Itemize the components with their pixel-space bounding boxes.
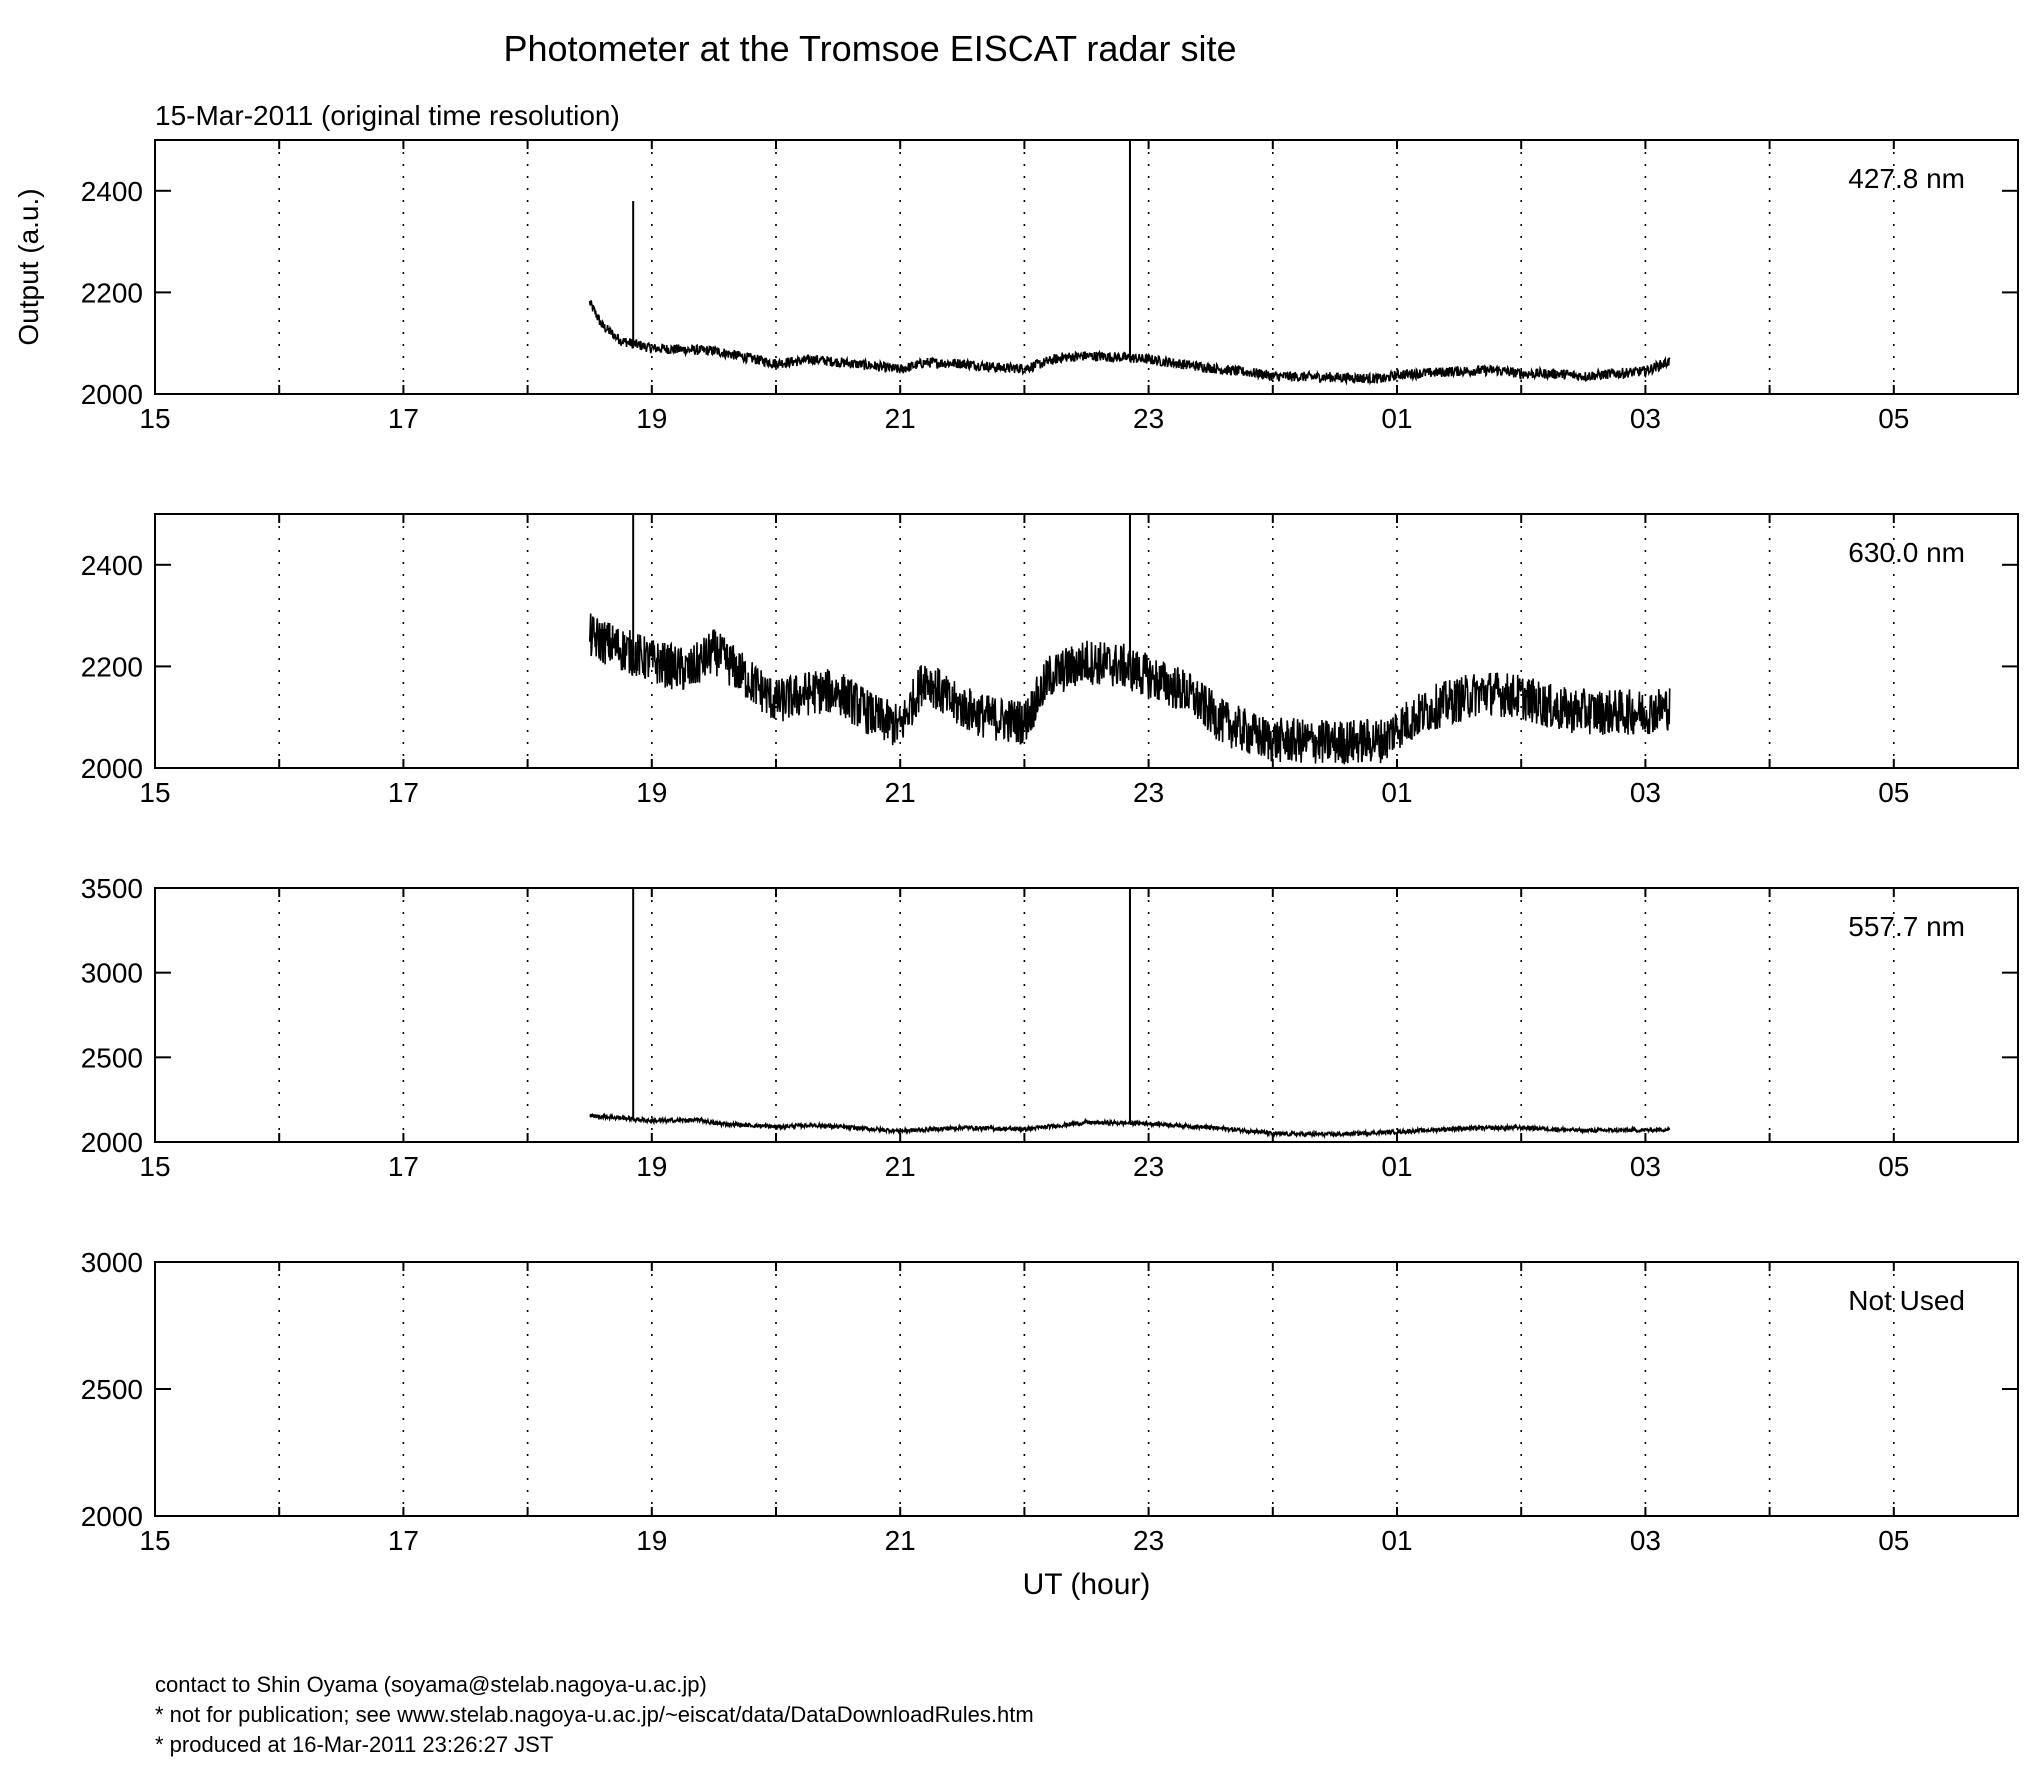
x-tick-label: 17 [388,403,419,434]
x-tick-label: 03 [1630,1525,1661,1556]
y-tick-label: 2400 [81,550,143,581]
x-tick-label: 15 [139,1151,170,1182]
panel-label: Not Used [1848,1285,1965,1316]
figure-title: Photometer at the Tromsoe EISCAT radar s… [504,28,1237,69]
panel-3: 15 17 19 21 23 01 03 05 2000 2500 3000 3500 557.7 nm [81,873,2019,1182]
footer-produced: * produced at 16-Mar-2011 23:26:27 JST [155,1732,554,1757]
x-tick-label: 15 [139,777,170,808]
x-tick-label: 19 [636,1151,667,1182]
x-tick-label: 01 [1381,777,1412,808]
x-tick-label: 17 [388,1151,419,1182]
y-tick-label: 2200 [81,651,143,682]
y-tick-label: 2500 [81,1374,143,1405]
axes-frame [154,513,2019,769]
x-tick-label: 05 [1878,777,1909,808]
x-tick-label: 19 [636,777,667,808]
axes-frame [154,139,2019,395]
x-tick-label: 17 [388,1525,419,1556]
x-tick-label: 03 [1630,1151,1661,1182]
panel-4: 15 17 19 21 23 01 03 05 2000 2500 3000 Not Used UT (… [81,1247,2019,1601]
axes-frame [154,1261,2019,1517]
y-tick-label: 2200 [81,277,143,308]
y-tick-label: 3500 [81,873,143,904]
figure-subtitle: 15-Mar-2011 (original time resolution) [155,100,620,131]
x-tick-label: 01 [1381,1525,1412,1556]
y-tick-label: 2000 [81,379,143,410]
x-tick-label: 05 [1878,1151,1909,1182]
x-tick-label: 23 [1133,1151,1164,1182]
x-tick-label: 19 [636,1525,667,1556]
x-tick-label: 05 [1878,1525,1909,1556]
x-tick-label: 23 [1133,403,1164,434]
y-tick-label: 2000 [81,1127,143,1158]
x-tick-label: 01 [1381,1151,1412,1182]
x-tick-label: 19 [636,403,667,434]
y-tick-label: 3000 [81,958,143,989]
x-tick-label: 03 [1630,777,1661,808]
data-series-line [588,300,1671,386]
x-tick-label: 23 [1133,1525,1164,1556]
panel-2: 15 17 19 21 23 01 03 05 2000 2200 2400 630.0 nm [81,513,2019,808]
x-tick-label: 05 [1878,403,1909,434]
y-tick-label: 2500 [81,1042,143,1073]
x-tick-label: 21 [885,403,916,434]
x-tick-label: 03 [1630,403,1661,434]
footer-contact: contact to Shin Oyama (soyama@stelab.nag… [155,1672,707,1697]
x-tick-label: 17 [388,777,419,808]
axes-frame [154,887,2019,1143]
footer-notes: contact to Shin Oyama (soyama@stelab.nag… [155,1670,1034,1760]
x-tick-label: 23 [1133,777,1164,808]
x-tick-label: 15 [139,1525,170,1556]
y-tick-label: 2400 [81,176,143,207]
x-tick-label: 21 [885,777,916,808]
x-tick-label: 15 [139,403,170,434]
y-tick-label: 3000 [81,1247,143,1278]
y-axis-label: Output (a.u.) [13,188,44,345]
x-tick-label: 21 [885,1151,916,1182]
panel-label: 630.0 nm [1848,537,1965,568]
panel-1: 15 17 19 21 23 01 03 05 2000 2200 2400 427.8 nm Outp… [13,139,2019,434]
panel-label: 427.8 nm [1848,163,1965,194]
panel-label: 557.7 nm [1848,911,1965,942]
x-tick-label: 21 [885,1525,916,1556]
y-tick-label: 2000 [81,1501,143,1532]
x-axis-label: UT (hour) [1023,1568,1151,1601]
x-tick-label: 01 [1381,403,1412,434]
panels-group: 15 17 19 21 23 01 03 05 2000 2200 2400 427.8 nm Outp… [13,139,2019,1601]
footer-notice: * not for publication; see www.stelab.na… [155,1702,1034,1727]
y-tick-label: 2000 [81,753,143,784]
